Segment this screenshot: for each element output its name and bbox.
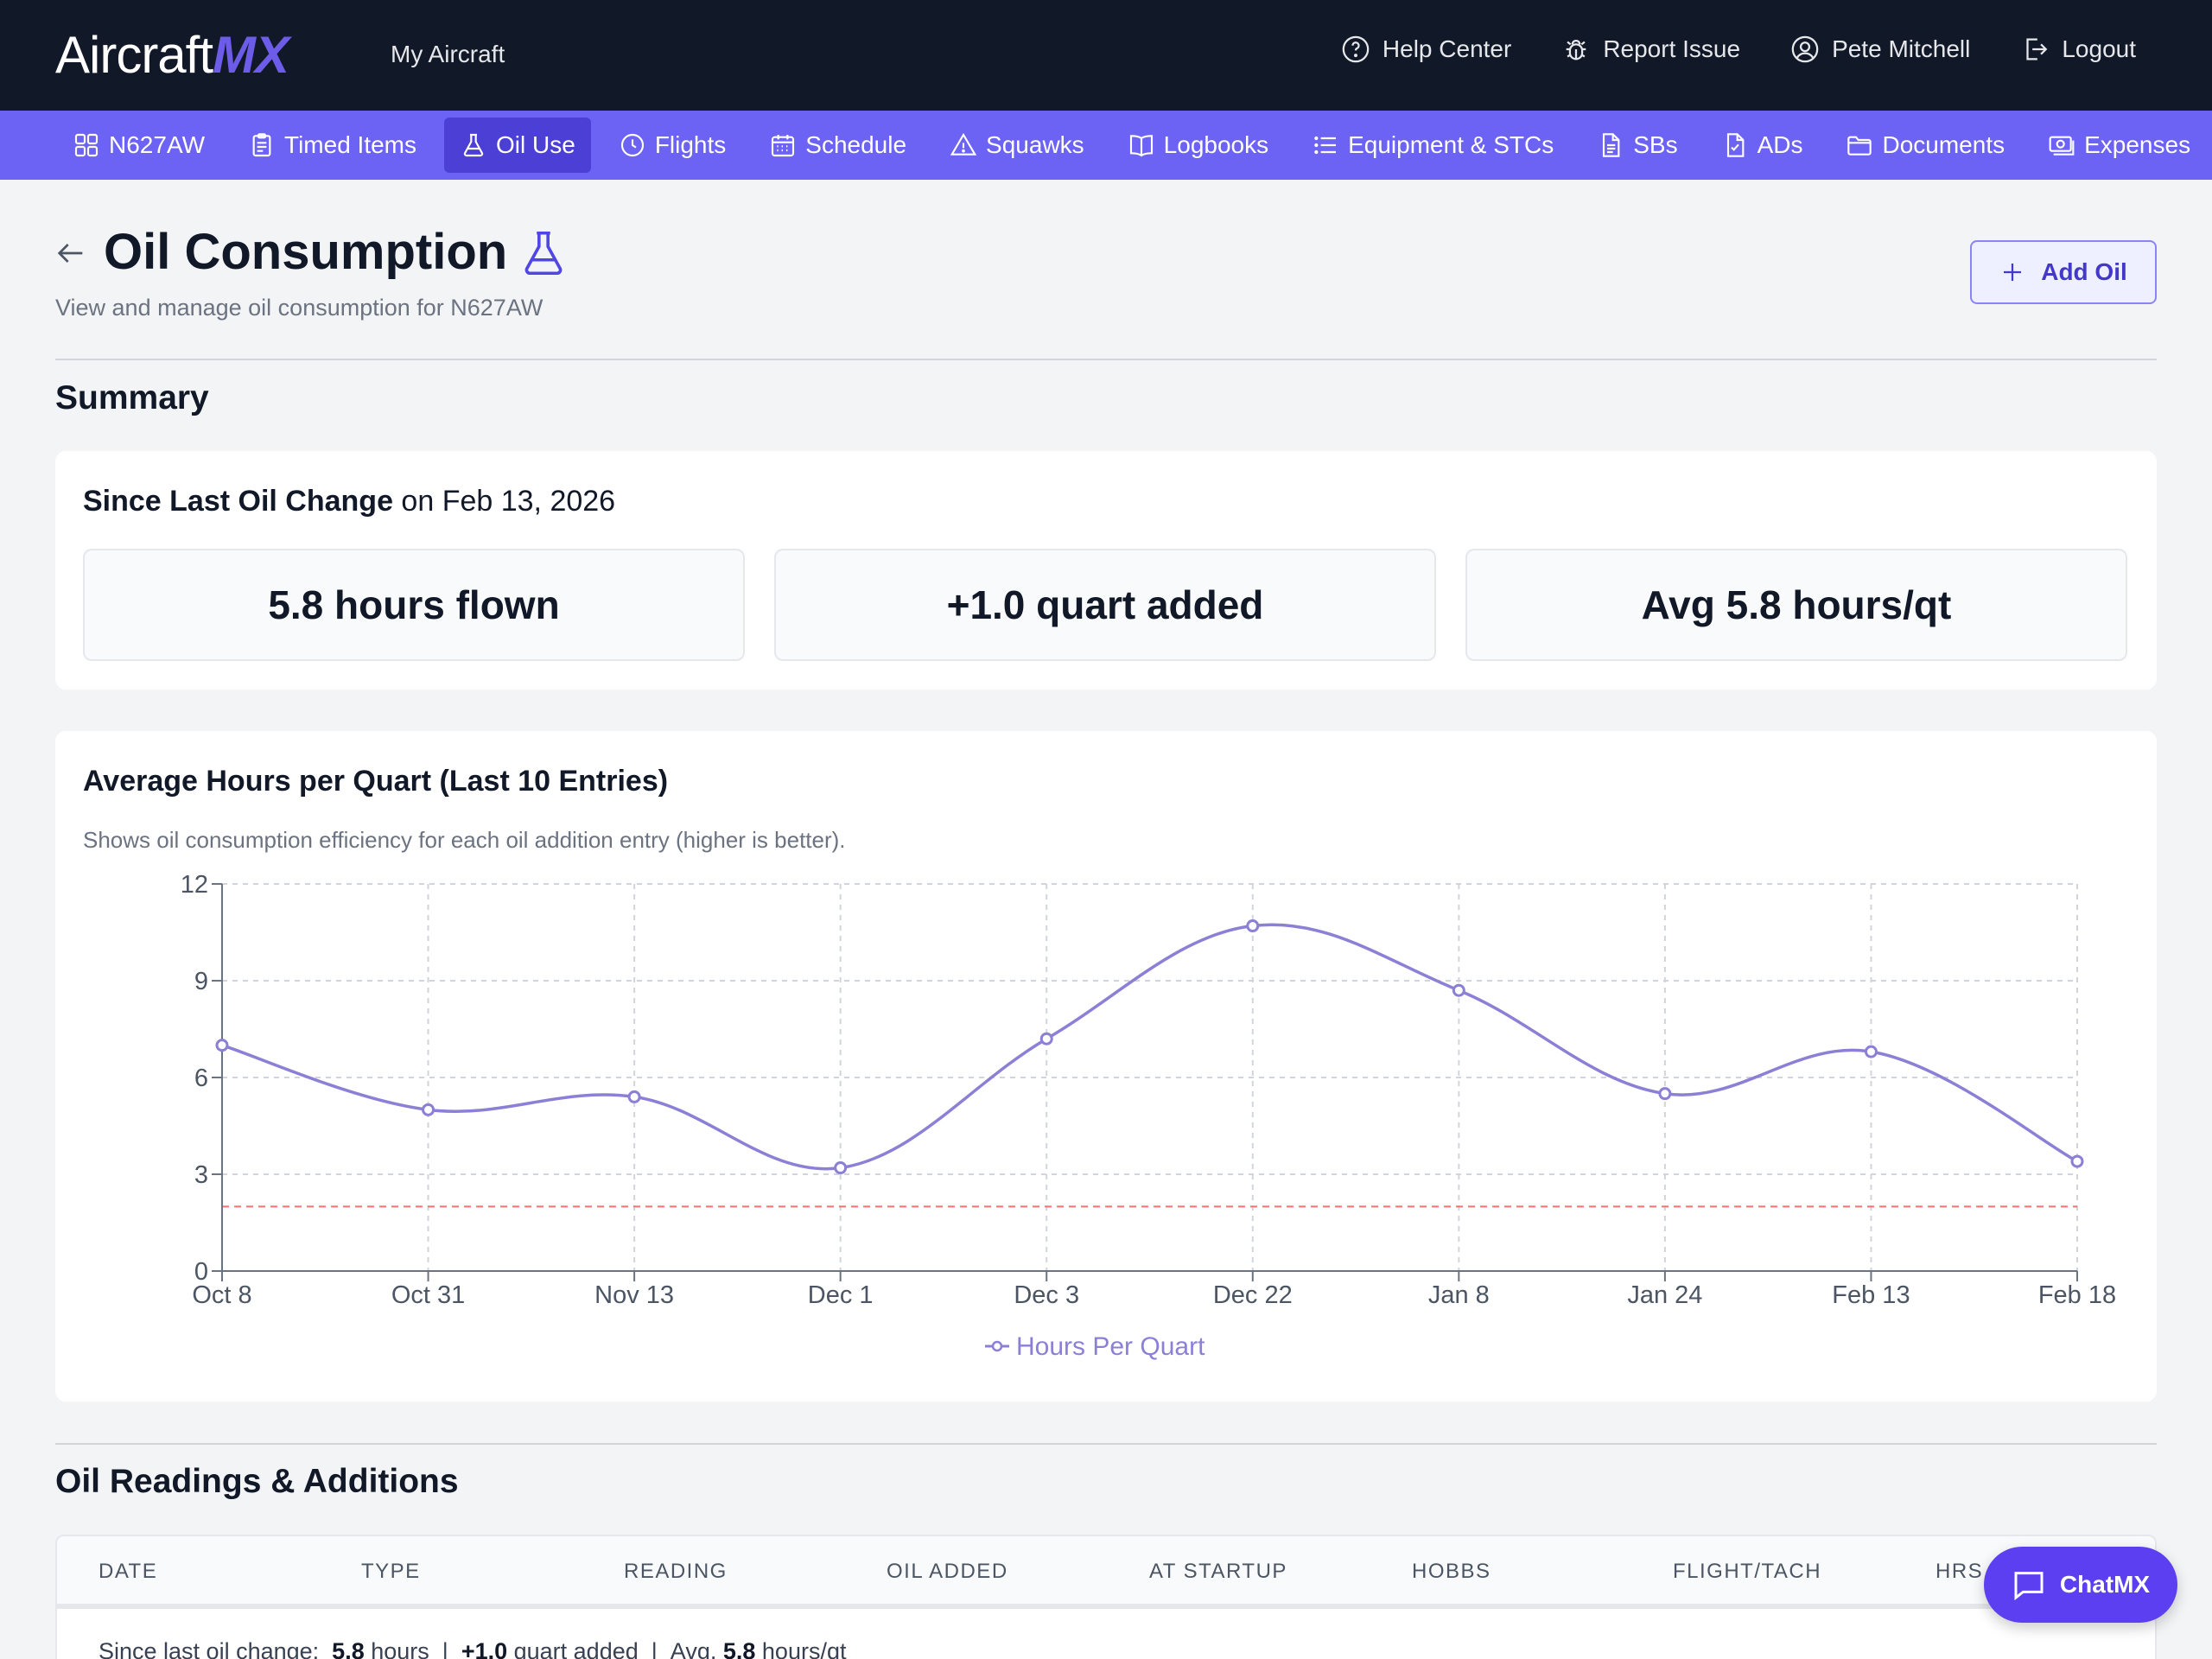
data-point (1246, 919, 1260, 933)
x-tick-label: Oct 31 (391, 1281, 465, 1309)
stat-quart-added: +1.0 quart added (774, 549, 1436, 661)
since-last-change-title: Since Last Oil Change on Feb 13, 2026 (83, 485, 616, 518)
data-point (422, 1103, 435, 1116)
x-tick-label: Jan 24 (1627, 1281, 1702, 1309)
x-tick-label: Dec 22 (1213, 1281, 1293, 1309)
book-icon (1129, 135, 1153, 157)
cash-icon (2049, 136, 2075, 156)
warning-icon (950, 132, 977, 156)
nav-item-aircraft[interactable]: N627AW (57, 118, 220, 173)
folder-icon (1847, 136, 1872, 156)
y-tick-label: 12 (181, 871, 208, 899)
oil-readings-table: DATE TYPE READING OIL ADDED AT STARTUP H… (55, 1535, 2157, 1659)
y-tick-label: 6 (194, 1065, 208, 1092)
nav-item-schedule[interactable]: Schedule (753, 118, 922, 173)
summary-title: Summary (55, 379, 209, 416)
x-tick-label: Feb 18 (2038, 1281, 2116, 1309)
column-header[interactable]: READING (624, 1560, 728, 1583)
nav-item-equipment[interactable]: Equipment & STCs (1296, 118, 1569, 173)
column-header[interactable]: DATE (99, 1560, 158, 1583)
nav-item-expenses[interactable]: Expenses (2032, 118, 2206, 173)
report-issue-link[interactable]: Report Issue (1561, 35, 1740, 64)
data-point (627, 1090, 641, 1103)
data-point (1452, 983, 1465, 997)
nav-item-ads[interactable]: ADs (1706, 118, 1819, 173)
document-icon (1603, 133, 1620, 157)
since-last-change-row: Since last oil change: 5.8 hours | +1.0 … (99, 1638, 847, 1659)
y-tick-label: 0 (194, 1258, 208, 1286)
x-tick-label: Feb 13 (1832, 1281, 1910, 1309)
top-bar: AircraftMX My Aircraft Help Center Repor… (0, 0, 2212, 111)
table-divider (55, 1443, 2157, 1445)
stat-hours-flown: 5.8 hours flown (83, 549, 745, 661)
column-header[interactable]: HRS. (1936, 1560, 1991, 1583)
grid-icon (74, 133, 99, 157)
clipboard-icon (252, 133, 271, 157)
list-icon (1314, 136, 1337, 155)
app-logo[interactable]: AircraftMX (55, 26, 289, 84)
column-header[interactable]: TYPE (361, 1560, 421, 1583)
legend-label: Hours Per Quart (1016, 1332, 1205, 1361)
data-point (1658, 1087, 1672, 1101)
flask-icon (463, 133, 484, 157)
table-header: DATE TYPE READING OIL ADDED AT STARTUP H… (57, 1536, 2155, 1609)
x-tick-label: Nov 13 (594, 1281, 674, 1309)
column-header[interactable]: HOBBS (1412, 1560, 1491, 1583)
x-tick-label: Dec 3 (1014, 1281, 1079, 1309)
add-oil-button[interactable]: Add Oil (1970, 240, 2157, 304)
oil-readings-title: Oil Readings & Additions (55, 1463, 459, 1500)
logout-button[interactable]: Logout (2020, 35, 2136, 64)
stat-avg-hours-per-quart: Avg 5.8 hours/qt (1465, 549, 2127, 661)
nav-item-flights[interactable]: Flights (603, 118, 741, 173)
user-circle-icon (1791, 35, 1819, 63)
data-point (834, 1161, 848, 1175)
nav-item-documents[interactable]: Documents (1830, 118, 2020, 173)
y-tick-label: 9 (194, 968, 208, 995)
nav-item-sbs[interactable]: SBs (1581, 118, 1693, 173)
data-point (1039, 1032, 1053, 1046)
nav-item-timed-items[interactable]: Timed Items (232, 118, 432, 173)
nav-item-squawks[interactable]: Squawks (934, 118, 1100, 173)
data-point (1864, 1045, 1878, 1058)
nav-item-oil-use[interactable]: Oil Use (444, 118, 591, 173)
chart-title: Average Hours per Quart (Last 10 Entries… (83, 765, 669, 798)
main-nav: N627AW Timed Items Oil Use Flights Sched… (0, 111, 2212, 180)
series-line-hours-per-quart (221, 923, 2078, 1171)
line-chart: 0 3 6 9 12 Oct 8 Oct 31 Nov 13 Dec 1 Dec 3 Dec 22 J… (181, 871, 2116, 1361)
chat-bubble-icon (2014, 1572, 2044, 1601)
my-aircraft-link[interactable]: My Aircraft (391, 41, 505, 67)
page-subtitle: View and manage oil consumption for N627… (55, 295, 543, 321)
chart-card: Average Hours per Quart (Last 10 Entries… (55, 731, 2157, 1402)
flask-icon (524, 231, 563, 276)
page-title: Oil Consumption (104, 224, 508, 280)
legend-swatch-marker (991, 1340, 1003, 1352)
x-tick-label: Jan 8 (1428, 1281, 1490, 1309)
column-header[interactable]: OIL ADDED (887, 1560, 1008, 1583)
chatmx-button[interactable]: ChatMX (1984, 1547, 2177, 1623)
plus-icon (2004, 264, 2022, 281)
header-divider (55, 359, 2157, 360)
x-tick-label: Dec 1 (808, 1281, 874, 1309)
calendar-icon (772, 135, 795, 157)
y-tick-label: 3 (194, 1161, 208, 1189)
logout-icon (2026, 38, 2048, 60)
back-arrow-icon[interactable] (54, 236, 88, 270)
clock-icon (620, 133, 644, 157)
data-point (215, 1039, 229, 1052)
column-header[interactable]: AT STARTUP (1149, 1560, 1287, 1583)
help-center-link[interactable]: Help Center (1341, 35, 1511, 64)
x-tick-label: Oct 8 (192, 1281, 251, 1309)
summary-card: Since Last Oil Change on Feb 13, 2026 5.… (55, 451, 2157, 690)
nav-item-logbooks[interactable]: Logbooks (1112, 118, 1284, 173)
help-circle-icon (1342, 35, 1370, 63)
bug-icon (1566, 39, 1586, 60)
data-point (2070, 1154, 2084, 1168)
chart-subtitle: Shows oil consumption efficiency for eac… (83, 827, 846, 853)
document-check-icon (1726, 133, 1744, 157)
column-header[interactable]: FLIGHT/TACH (1673, 1560, 1822, 1583)
user-menu[interactable]: Pete Mitchell (1790, 35, 1970, 64)
